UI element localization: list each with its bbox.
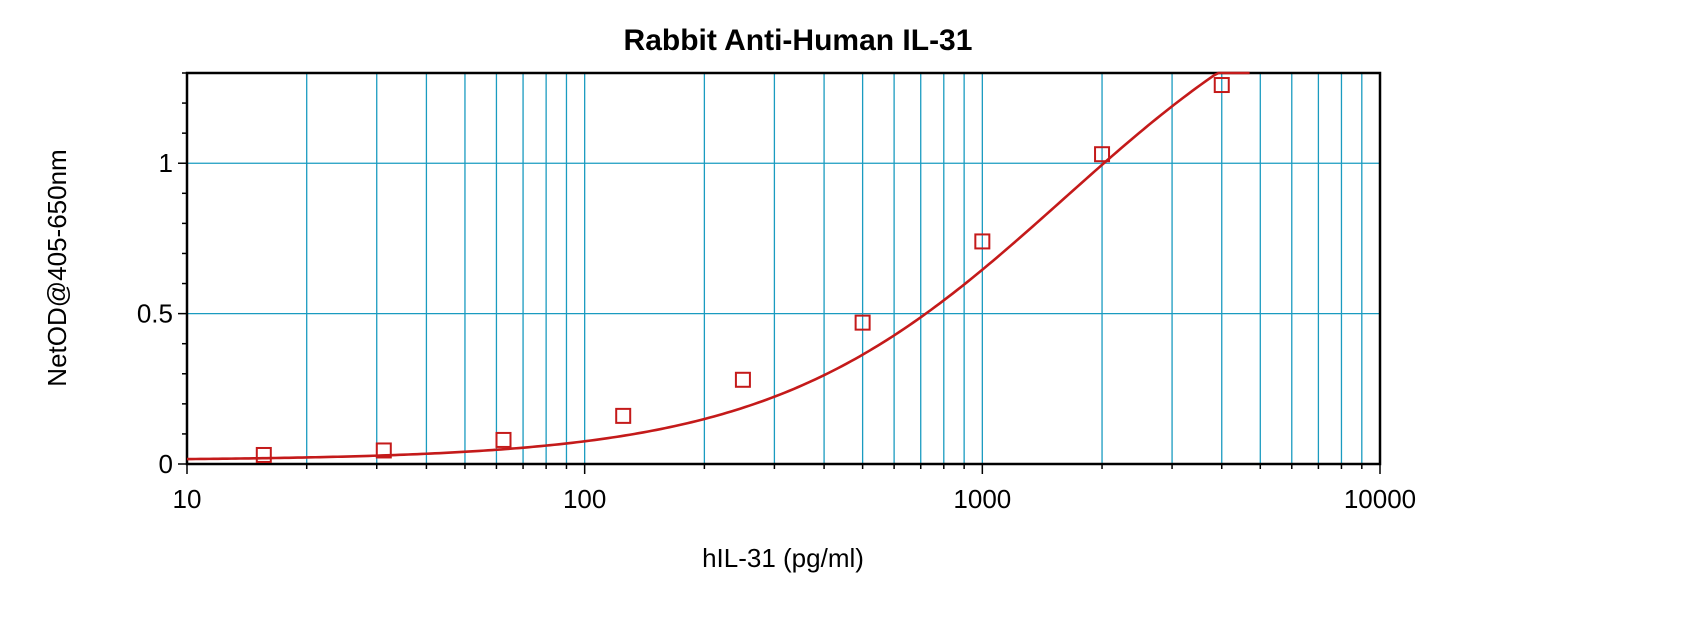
x-tick-label: 1000 <box>953 484 1011 514</box>
x-tick-label: 10 <box>173 484 202 514</box>
y-axis-label: NetOD@405-650nm <box>42 149 72 386</box>
data-point-marker <box>1094 146 1111 163</box>
data-point-marker <box>255 446 272 463</box>
y-tick-label: 0 <box>159 449 173 479</box>
y-tick-label: 0.5 <box>137 299 173 329</box>
fit-curve <box>186 71 1250 461</box>
grid-layer <box>187 73 1380 464</box>
x-tick-label: 10000 <box>1344 484 1416 514</box>
curve-layer <box>186 71 1250 461</box>
data-point-marker <box>734 371 751 388</box>
marker-layer <box>255 77 1230 463</box>
data-point-marker <box>1213 77 1230 94</box>
tick-label-layer: 0 0.5 1 10 100 1000 10000 <box>137 148 1416 514</box>
x-tick-label: 100 <box>563 484 606 514</box>
x-axis-label: hIL-31 (pg/ml) <box>702 543 864 573</box>
data-point-marker <box>974 233 991 250</box>
data-point-marker <box>615 407 632 424</box>
data-point-marker <box>854 314 871 331</box>
data-point-marker <box>495 431 512 448</box>
axis-layer <box>178 71 1382 474</box>
plot-frame <box>185 71 1382 466</box>
chart-title: Rabbit Anti-Human IL-31 <box>624 24 973 57</box>
data-point-marker <box>375 442 392 459</box>
y-tick-label: 1 <box>159 148 173 178</box>
